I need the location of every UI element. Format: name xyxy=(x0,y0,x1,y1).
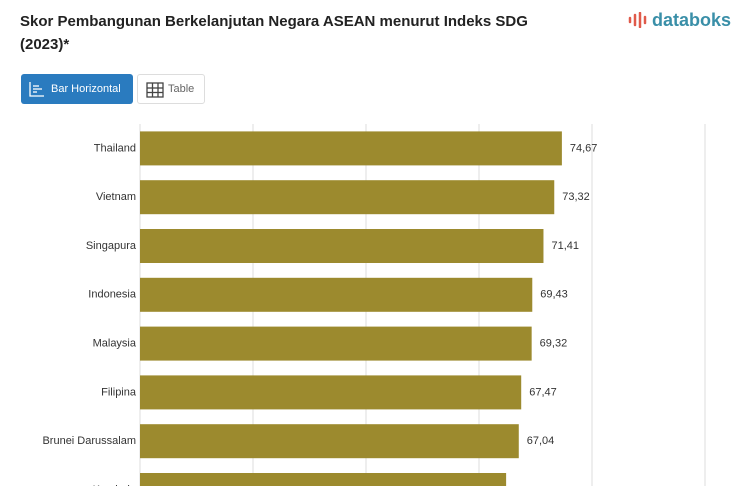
y-tick-label: Vietnam xyxy=(96,191,136,203)
bar xyxy=(140,375,522,410)
bar xyxy=(140,424,519,459)
value-label: 69,43 xyxy=(540,289,568,301)
y-tick-label: Indonesia xyxy=(88,289,137,301)
y-tick-label: Filipina xyxy=(101,386,137,398)
bar xyxy=(140,326,532,361)
bar xyxy=(140,131,562,166)
y-tick-label: Kamboja xyxy=(93,484,137,486)
brand-name: databoks xyxy=(652,10,732,30)
value-label: 69,32 xyxy=(540,338,568,350)
value-label: 67,47 xyxy=(529,386,557,398)
value-label: 74,67 xyxy=(570,142,598,154)
y-tick-label: Singapura xyxy=(86,240,137,252)
tab-label: Table xyxy=(168,83,195,95)
value-label: 67,04 xyxy=(527,435,555,447)
bar xyxy=(140,229,544,263)
y-tick-label: Brunei Darussalam xyxy=(42,435,136,447)
tab-icon xyxy=(29,82,44,97)
bar xyxy=(140,473,507,486)
tab-icon xyxy=(146,82,164,98)
y-tick-label: Malaysia xyxy=(93,338,137,350)
tab-label: Bar Horizontal xyxy=(51,83,121,95)
bar xyxy=(140,277,533,312)
brand-logo: databoks xyxy=(628,10,731,31)
chart-title: Skor Pembangunan Berkelanjutan Negara AS… xyxy=(20,13,528,53)
value-label: 71,41 xyxy=(551,240,579,252)
logo-icon xyxy=(628,11,647,29)
bar xyxy=(140,180,555,215)
value-label: 73,32 xyxy=(562,191,590,203)
tab-table[interactable]: Table xyxy=(137,74,205,104)
y-tick-label: Thailand xyxy=(94,142,136,154)
tab-bar[interactable]: Bar Horizontal xyxy=(21,74,133,104)
